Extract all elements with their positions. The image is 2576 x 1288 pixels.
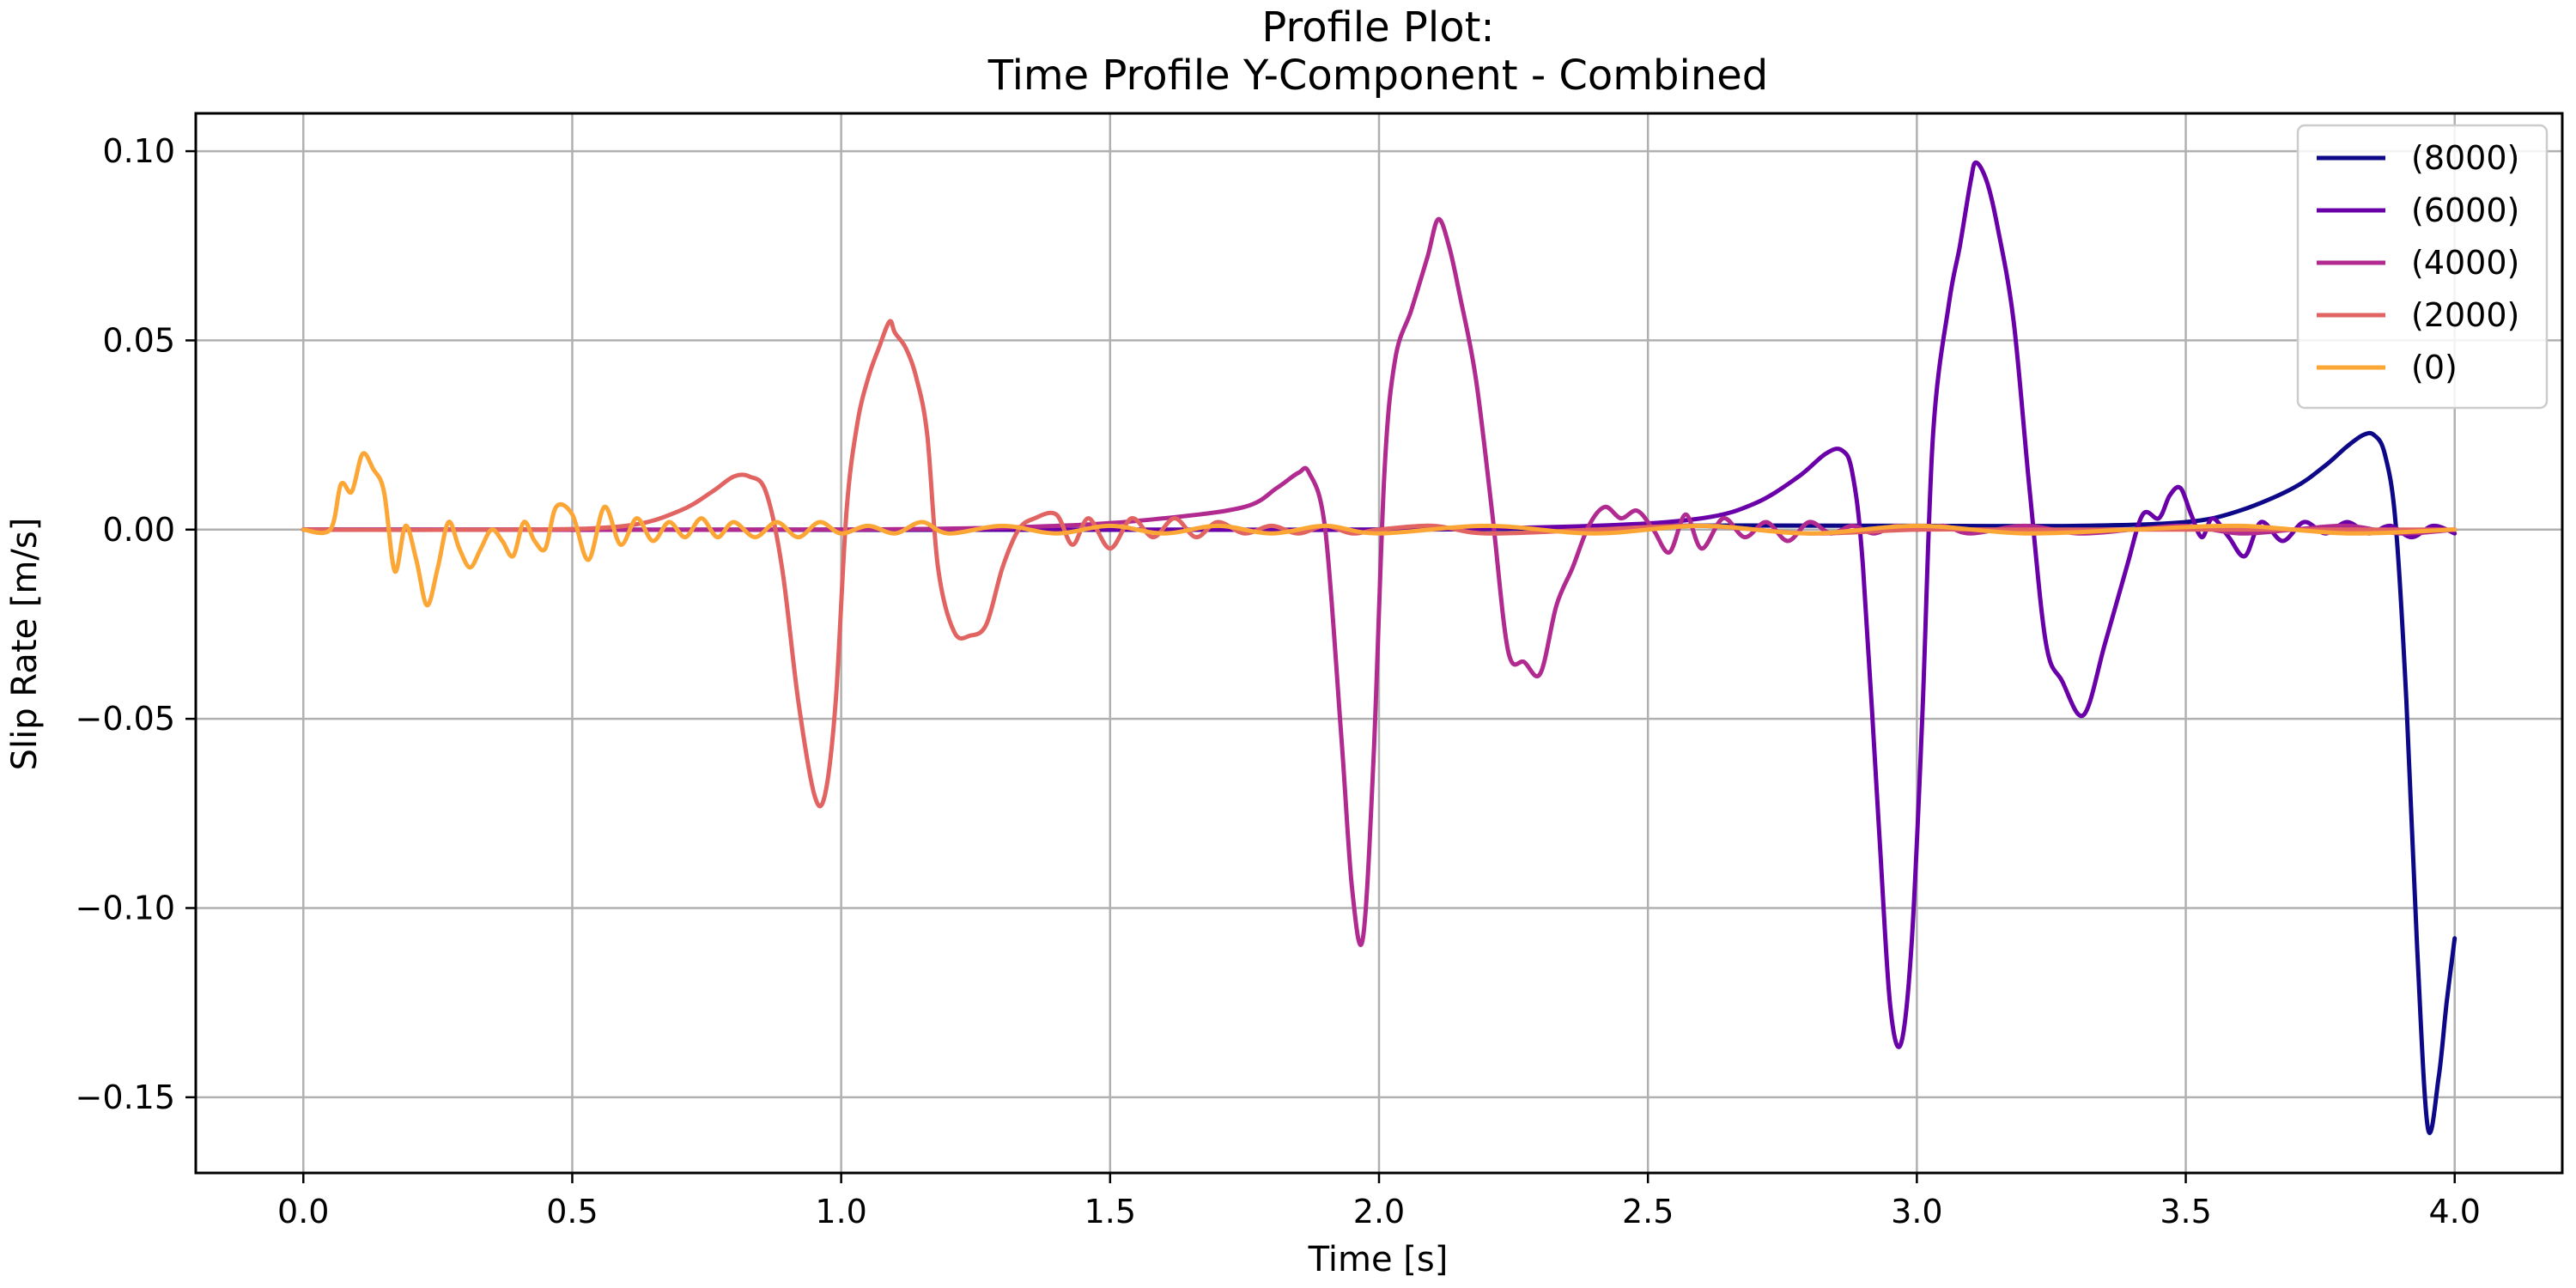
legend-entry-label: (0) bbox=[2411, 349, 2458, 386]
x-tick-label: 2.0 bbox=[1353, 1193, 1405, 1230]
x-tick-label: 0.5 bbox=[546, 1193, 598, 1230]
legend-entry-label: (4000) bbox=[2411, 244, 2519, 282]
x-tick-label: 2.5 bbox=[1622, 1193, 1674, 1230]
y-tick-label: −0.15 bbox=[76, 1078, 175, 1116]
y-tick-label: 0.05 bbox=[102, 321, 175, 359]
legend-entry-label: (2000) bbox=[2411, 296, 2519, 334]
legend-entry-label: (6000) bbox=[2411, 191, 2519, 229]
legend-box bbox=[2296, 124, 2549, 410]
legend-entry-label: (8000) bbox=[2411, 139, 2519, 177]
y-tick-label: −0.10 bbox=[76, 890, 175, 927]
series-line-1 bbox=[301, 160, 2458, 1049]
y-tick-label: 0.10 bbox=[102, 132, 175, 170]
legend: (8000) (6000) (4000) (2000) (0) bbox=[2296, 124, 2549, 410]
x-tick-label: 1.0 bbox=[815, 1193, 866, 1230]
chart-subtitle: Time Profile Y-Component - Combined bbox=[987, 52, 1769, 100]
x-tick-label: 1.5 bbox=[1084, 1193, 1136, 1230]
series-line-4 bbox=[301, 451, 2458, 608]
x-tick-label: 0.0 bbox=[277, 1193, 329, 1230]
y-tick-label: −0.05 bbox=[76, 700, 175, 738]
x-tick-label: 3.0 bbox=[1891, 1193, 1942, 1230]
y-tick-label: 0.00 bbox=[102, 511, 175, 549]
x-tick-label: 4.0 bbox=[2429, 1193, 2481, 1230]
y-axis-label: Slip Rate [m/s] bbox=[5, 518, 45, 771]
x-axis-label: Time [s] bbox=[1308, 1240, 1449, 1279]
series-lines bbox=[301, 160, 2458, 1135]
chart-title: Profile Plot: bbox=[1261, 3, 1494, 52]
axis-ticks: 0.0 0.5 1.0 1.5 2.0 2.5 3.0 3.5 4.0 0.10 0.05 0.00 −… bbox=[76, 132, 2481, 1230]
x-tick-label: 3.5 bbox=[2160, 1193, 2211, 1230]
